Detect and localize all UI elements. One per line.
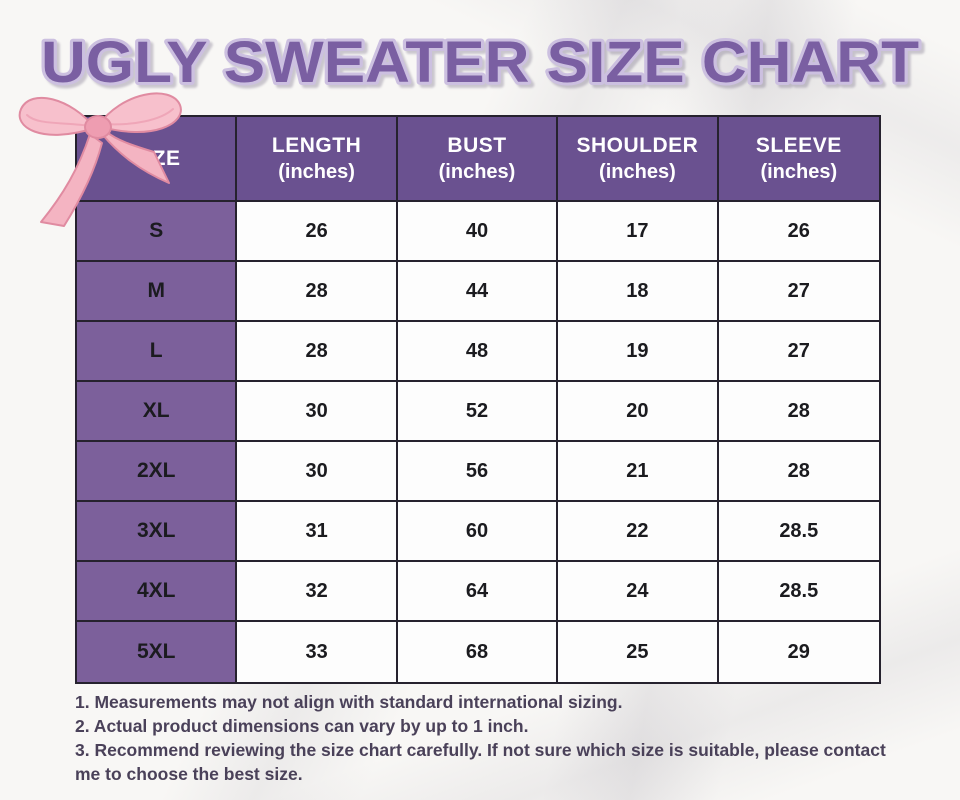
value-cell: 48 bbox=[397, 322, 559, 382]
note-line: 3. Recommend reviewing the size chart ca… bbox=[75, 739, 886, 784]
size-cell: L bbox=[77, 322, 238, 382]
value-cell: 27 bbox=[718, 322, 879, 382]
value-cell: 52 bbox=[397, 382, 559, 442]
size-cell: M bbox=[77, 262, 238, 322]
value-cell: 40 bbox=[397, 202, 559, 262]
value-cell: 64 bbox=[397, 562, 559, 622]
size-cell: XL bbox=[77, 382, 238, 442]
value-cell: 22 bbox=[558, 502, 719, 562]
value-cell: 18 bbox=[558, 262, 719, 322]
value-cell: 28 bbox=[237, 322, 398, 382]
column-label: SLEEVE bbox=[755, 133, 842, 157]
size-table: SIZELENGTH(inches)BUST(inches)SHOULDER(i… bbox=[75, 115, 881, 684]
size-cell: 2XL bbox=[77, 442, 238, 502]
column-label: SHOULDER bbox=[576, 133, 699, 157]
value-cell: 32 bbox=[237, 562, 398, 622]
value-cell: 28 bbox=[718, 442, 879, 502]
column-unit: (inches) bbox=[438, 161, 516, 184]
ribbon-bow-icon bbox=[18, 92, 182, 227]
column-unit: (inches) bbox=[760, 161, 838, 184]
value-cell: 33 bbox=[237, 622, 398, 682]
value-cell: 44 bbox=[397, 262, 559, 322]
value-cell: 19 bbox=[558, 322, 719, 382]
page-title: UGLY SWEATER SIZE CHART bbox=[0, 18, 960, 104]
note-line: 1. Measurements may not align with stand… bbox=[75, 692, 623, 712]
value-cell: 26 bbox=[718, 202, 879, 262]
column-unit: (inches) bbox=[599, 161, 676, 184]
value-cell: 56 bbox=[397, 442, 559, 502]
table-body: S 26 40 17 26 M 28 44 18 27 L 28 48 19 27 XL 30 52 20 28 2XL… bbox=[77, 202, 879, 682]
value-cell: 28 bbox=[237, 262, 398, 322]
value-cell: 28.5 bbox=[718, 562, 879, 622]
column-header-sleeve: SLEEVE (inches) bbox=[718, 117, 879, 202]
notes: 1. Measurements may not align with stand… bbox=[75, 691, 887, 787]
note-line: 2. Actual product dimensions can vary by… bbox=[75, 715, 529, 736]
column-label: LENGTH bbox=[271, 133, 362, 157]
size-cell: 4XL bbox=[77, 562, 238, 622]
column-label: BUST bbox=[447, 133, 507, 157]
column-unit: (inches) bbox=[278, 161, 355, 184]
value-cell: 21 bbox=[558, 442, 719, 502]
value-cell: 17 bbox=[558, 202, 719, 262]
value-cell: 28.5 bbox=[718, 502, 879, 562]
table-header-row: SIZELENGTH(inches)BUST(inches)SHOULDER(i… bbox=[77, 117, 879, 202]
column-header-bust: BUST (inches) bbox=[397, 117, 559, 202]
value-cell: 68 bbox=[397, 622, 559, 682]
size-cell: 3XL bbox=[77, 502, 238, 562]
value-cell: 30 bbox=[237, 382, 398, 442]
value-cell: 28 bbox=[718, 382, 879, 442]
size-cell: 5XL bbox=[77, 622, 238, 682]
column-header-shoulder: SHOULDER (inches) bbox=[558, 117, 719, 202]
value-cell: 27 bbox=[718, 262, 879, 322]
value-cell: 31 bbox=[237, 502, 398, 562]
value-cell: 20 bbox=[558, 382, 719, 442]
page-title-text: UGLY SWEATER SIZE CHART bbox=[41, 30, 919, 95]
value-cell: 25 bbox=[558, 622, 719, 682]
column-header-length: LENGTH (inches) bbox=[237, 117, 398, 202]
value-cell: 30 bbox=[237, 442, 398, 502]
value-cell: 24 bbox=[558, 562, 719, 622]
value-cell: 29 bbox=[718, 622, 879, 682]
value-cell: 26 bbox=[237, 202, 398, 262]
size-cell: S bbox=[77, 202, 238, 262]
value-cell: 60 bbox=[397, 502, 559, 562]
